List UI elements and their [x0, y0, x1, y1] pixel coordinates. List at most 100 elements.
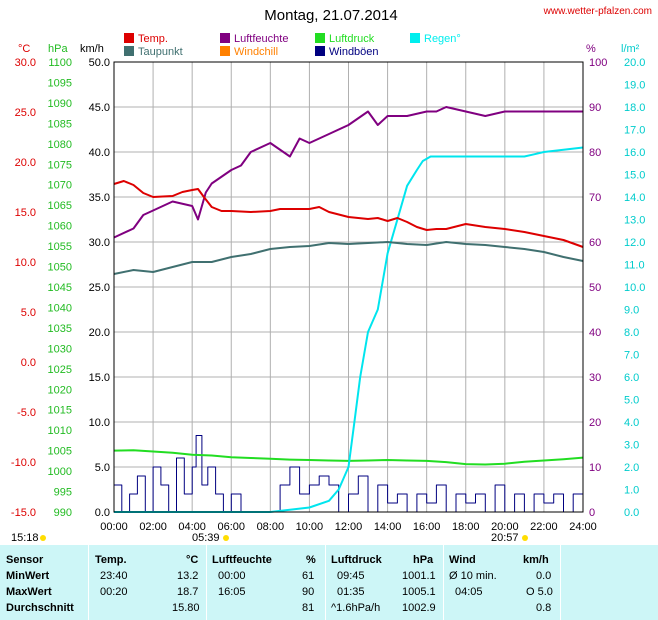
col-wind-header: Wind — [449, 554, 476, 566]
wind-tick-label: 20.0 — [89, 327, 110, 339]
humidity-tick-label: 30 — [589, 372, 601, 384]
legend-swatch — [315, 33, 325, 43]
col-sensor-header: Sensor — [6, 554, 44, 566]
temp-tick-label: 25.0 — [15, 107, 36, 119]
pressure-tick-label: 1010 — [48, 425, 72, 437]
legend: Temp. Luftfeuchte Luftdruck Regen° Taupunkt W… — [124, 33, 461, 58]
legend-swatch — [220, 33, 230, 43]
pressure-unit-label: hPa — [48, 43, 68, 55]
pressure-tick-label: 1020 — [48, 384, 72, 396]
rain-tick-label: 10.0 — [624, 282, 645, 294]
pressure-tick-label: 1070 — [48, 180, 72, 192]
rain-tick-label: 2.0 — [624, 462, 639, 474]
pressure-tick-label: 1100 — [48, 57, 72, 69]
series-layer — [113, 106, 584, 513]
pressure-tick-label: 990 — [54, 507, 72, 519]
pressure-tick-label: 1015 — [48, 405, 72, 417]
x-tick-label: 10:00 — [296, 521, 324, 533]
wind-tick-label: 15.0 — [89, 372, 110, 384]
x-tick-label: 22:00 — [530, 521, 558, 533]
wind-avg-value: 0.8 — [536, 602, 552, 614]
humidity-min-value: 61 — [302, 570, 315, 582]
rain-tick-label: 19.0 — [624, 80, 645, 92]
pressure-tick-label: 1000 — [48, 466, 72, 478]
table-divider — [560, 545, 561, 620]
humidity-max-time: 16:05 — [218, 586, 246, 598]
table-divider — [206, 545, 207, 620]
x-tick-label: 16:00 — [413, 521, 441, 533]
col-humidity-unit: % — [306, 554, 316, 566]
humidity-tick-label: 90 — [589, 102, 601, 114]
daylength-label: 15:18 — [11, 532, 39, 544]
legend-swatch — [220, 46, 230, 56]
temp-min-time: 23:40 — [100, 570, 128, 582]
wind-tick-label: 50.0 — [89, 57, 110, 69]
legend-swatch — [124, 33, 134, 43]
temp-tick-label: 15.0 — [15, 207, 36, 219]
sunrise-label: 05:39 — [192, 532, 220, 544]
col-humidity-header: Luftfeuchte — [212, 554, 272, 566]
pressure-tick-label: 1045 — [48, 282, 72, 294]
humidity-tick-label: 50 — [589, 282, 601, 294]
x-tick-label: 14:00 — [374, 521, 402, 533]
humidity-min-time: 00:00 — [218, 570, 246, 582]
rain-tick-label: 7.0 — [624, 350, 639, 362]
table-divider — [88, 545, 89, 620]
rain-tick-label: 3.0 — [624, 440, 639, 452]
wind-tick-label: 25.0 — [89, 282, 110, 294]
temp-tick-label: 10.0 — [15, 257, 36, 269]
rain-tick-label: 14.0 — [624, 192, 645, 204]
temp-tick-label: -15.0 — [11, 507, 36, 519]
temp-tick-label: 30.0 — [15, 57, 36, 69]
humidity-tick-label: 20 — [589, 417, 601, 429]
row-label: MinWert — [6, 570, 50, 582]
site-link[interactable]: www.wetter-pfalzen.com — [543, 6, 652, 17]
table-divider — [443, 545, 444, 620]
legend-swatch — [124, 46, 134, 56]
sunrise-icon — [223, 535, 229, 541]
legend-label: Windböen — [329, 46, 379, 58]
rain-tick-label: 6.0 — [624, 372, 639, 384]
row-label: Durchschnitt — [6, 602, 74, 614]
pressure-tick-label: 1095 — [48, 77, 72, 89]
humidity-tick-label: 100 — [589, 57, 607, 69]
pressure-tick-label: 1050 — [48, 262, 72, 274]
pressure-tick-label: 995 — [54, 487, 72, 499]
pressure-tick-label: 1055 — [48, 241, 72, 253]
rain-unit-label: l/m² — [621, 43, 640, 55]
pressure-tick-label: 1030 — [48, 343, 72, 355]
rain-tick-label: 15.0 — [624, 170, 645, 182]
pressure-tick-label: 1080 — [48, 139, 72, 151]
col-wind-unit: km/h — [523, 554, 549, 566]
rain-tick-label: 5.0 — [624, 395, 639, 407]
x-tick-label: 24:00 — [569, 521, 597, 533]
col-temp-unit: °C — [186, 554, 199, 566]
rain-tick-label: 0.0 — [624, 507, 639, 519]
legend-label: Regen° — [424, 33, 461, 45]
col-pressure-unit: hPa — [413, 554, 434, 566]
pressure-min-value: 1001.1 — [402, 570, 436, 582]
wind-tick-label: 35.0 — [89, 192, 110, 204]
series-line-regen — [114, 146, 584, 513]
wind-tick-label: 45.0 — [89, 102, 110, 114]
temp-max-time: 00:20 — [100, 586, 128, 598]
wind-tick-label: 10.0 — [89, 417, 110, 429]
x-tick-label: 04:00 — [178, 521, 206, 533]
pressure-tick-label: 1005 — [48, 446, 72, 458]
humidity-unit-label: % — [586, 43, 596, 55]
humidity-tick-label: 0 — [589, 507, 595, 519]
pressure-max-time: 01:35 — [337, 586, 365, 598]
temp-tick-label: 0.0 — [21, 357, 36, 369]
rain-tick-label: 1.0 — [624, 485, 639, 497]
x-tick-label: 20:00 — [491, 521, 519, 533]
sunset-label: 20:57 — [491, 532, 519, 544]
series-line-windböen — [114, 435, 584, 513]
x-tick-label: 02:00 — [139, 521, 167, 533]
humidity-tick-label: 80 — [589, 147, 601, 159]
series-line-taupunkt — [113, 241, 584, 275]
wind-max-time: 04:05 — [455, 586, 483, 598]
legend-label: Windchill — [234, 46, 278, 58]
plot-frame — [113, 61, 584, 513]
pressure-tick-label: 1065 — [48, 200, 72, 212]
